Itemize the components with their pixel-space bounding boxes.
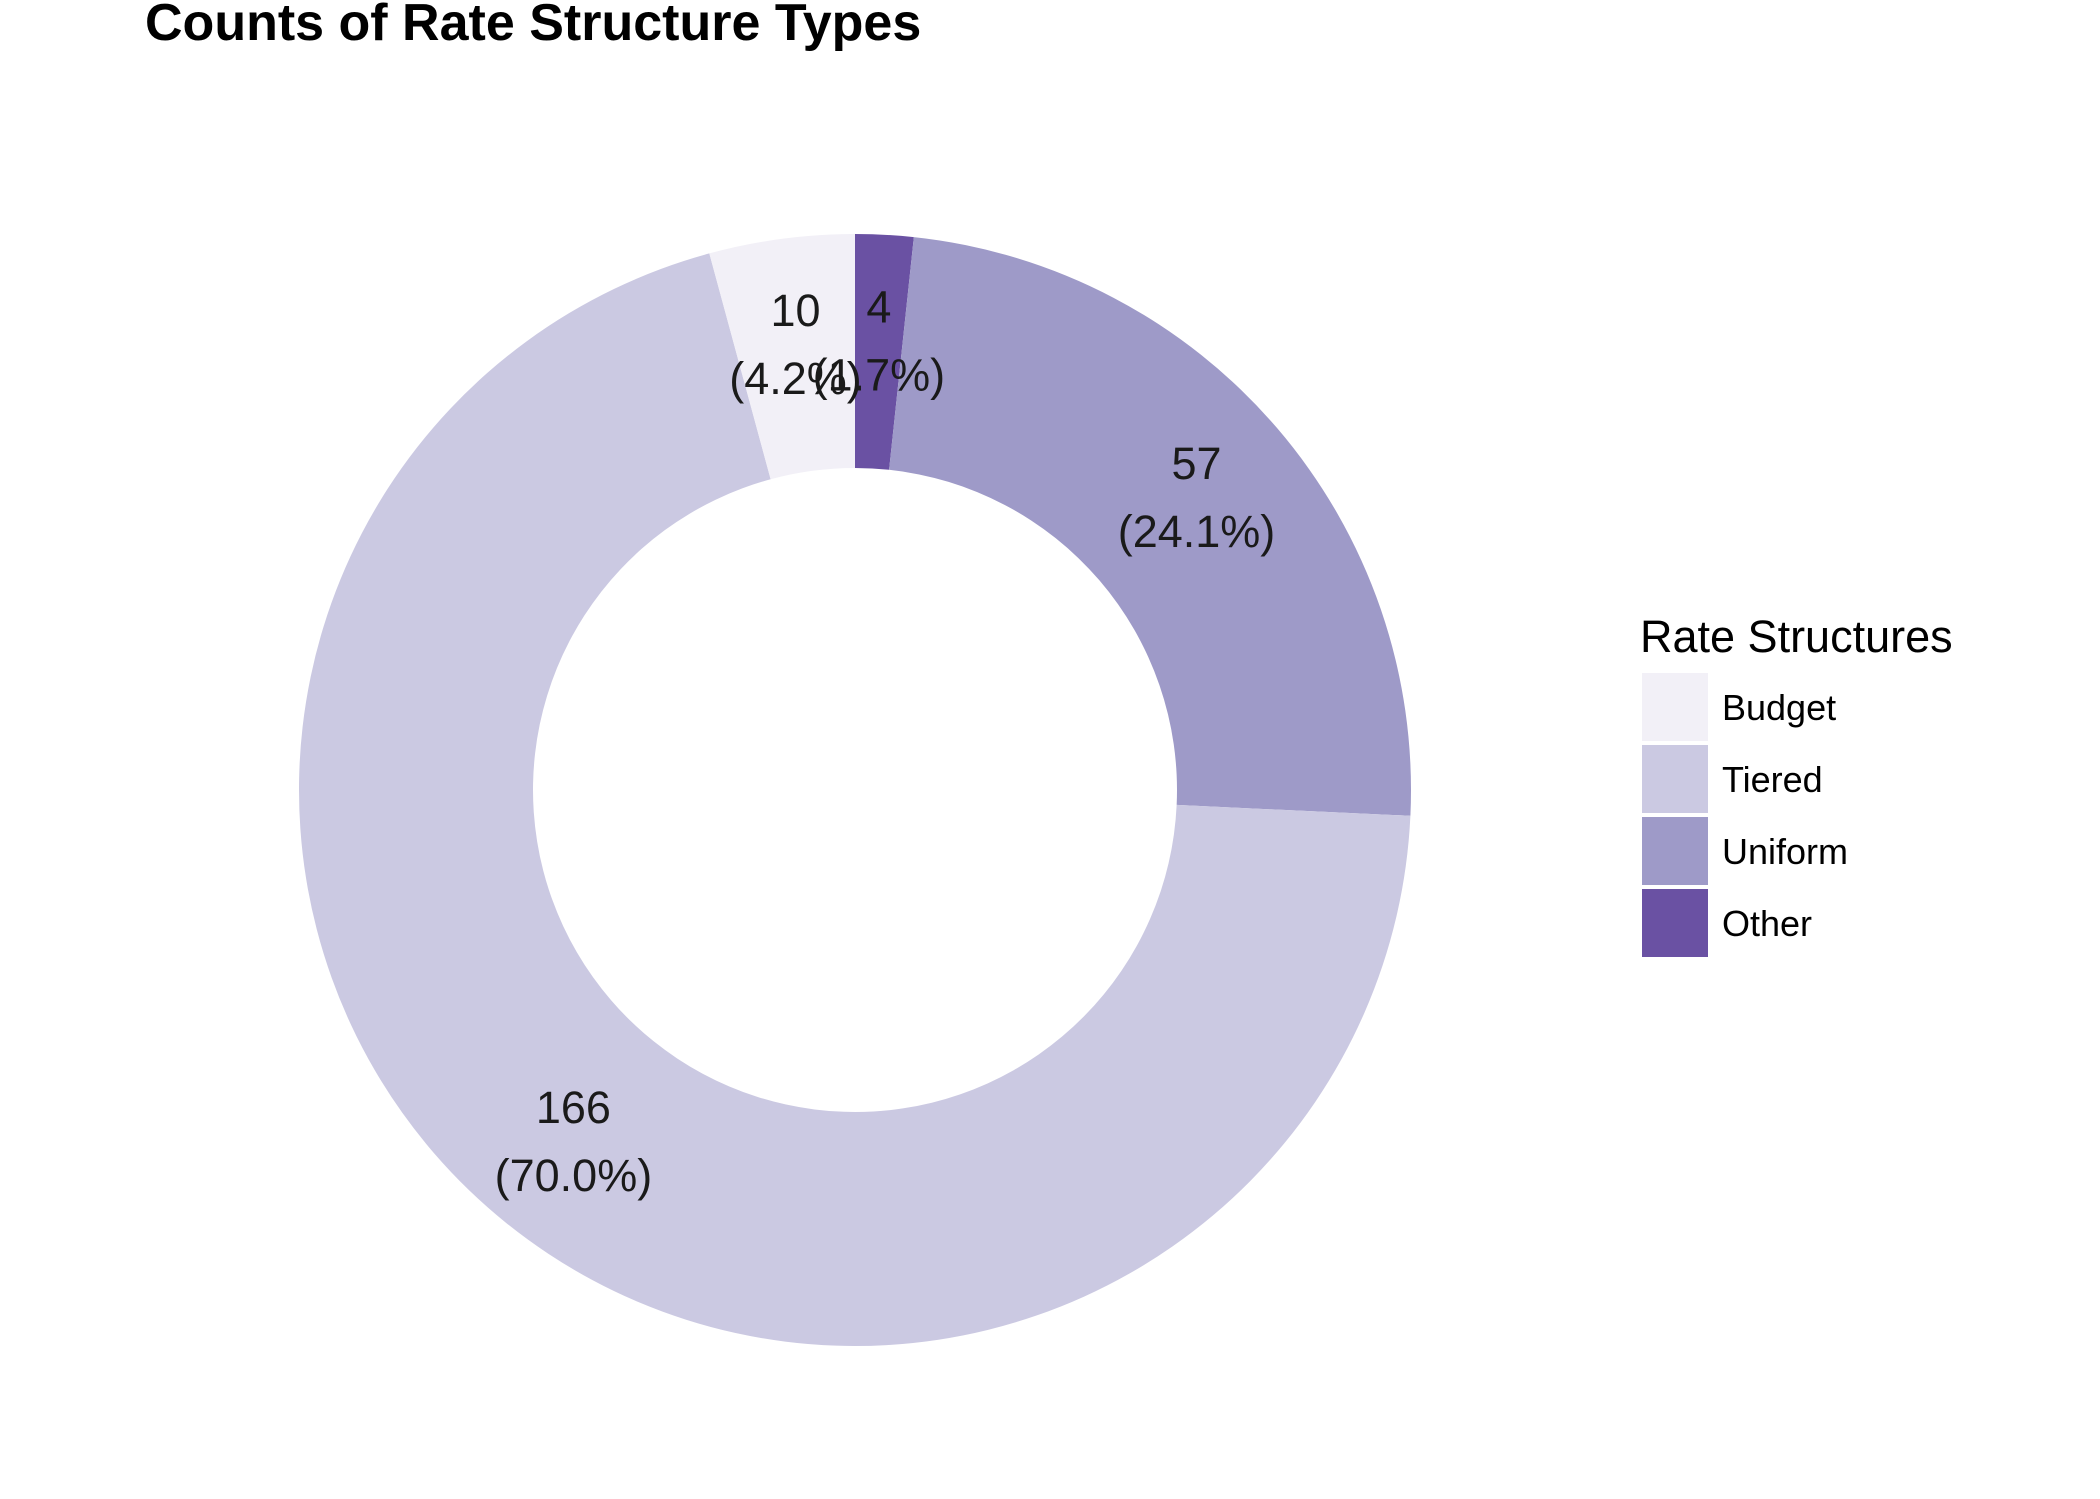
percent-label-uniform: (24.1%) (1118, 506, 1276, 557)
slice-other (855, 234, 914, 470)
legend-key-uniform (1642, 817, 1708, 885)
legend: Rate Structures Budget Tiered Uniform Other (1640, 611, 1953, 957)
labels-layer: 4 (1.7%) 57 (24.1%) 166 (70.0%) 10 (4.2%) (495, 282, 1276, 1201)
slice-uniform (889, 237, 1411, 816)
percent-label-other: (1.7%) (813, 350, 946, 401)
legend-label-uniform: Uniform (1722, 831, 1848, 872)
slice-budget (709, 234, 855, 480)
value-label-tiered: 166 (536, 1082, 611, 1133)
slice-tiered (299, 253, 1411, 1347)
legend-key-tiered (1642, 745, 1708, 813)
legend-title: Rate Structures (1640, 611, 1953, 662)
chart-title: Counts of Rate Structure Types (145, 0, 921, 52)
legend-label-tiered: Tiered (1722, 759, 1823, 800)
percent-label-budget: (4.2%) (729, 353, 862, 404)
legend-label-budget: Budget (1722, 687, 1836, 728)
slices-layer (299, 234, 1411, 1347)
value-label-other: 4 (866, 282, 891, 333)
legend-label-other: Other (1722, 903, 1812, 944)
legend-key-budget (1642, 673, 1708, 741)
value-label-uniform: 57 (1171, 438, 1221, 489)
value-label-budget: 10 (770, 285, 820, 336)
legend-key-other (1642, 889, 1708, 957)
percent-label-tiered: (70.0%) (495, 1150, 653, 1201)
